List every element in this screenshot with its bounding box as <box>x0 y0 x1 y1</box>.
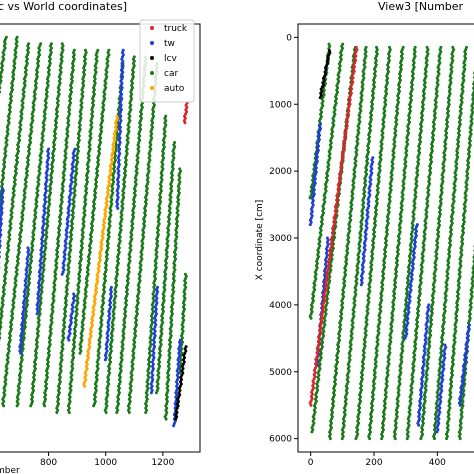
right-car-point <box>425 45 429 49</box>
right-car-point <box>439 45 443 49</box>
right-car-point <box>327 42 331 46</box>
left-car-point <box>4 35 8 39</box>
left-x-axis: 800 1000 1200 <box>40 452 175 468</box>
left-car-point <box>183 272 187 276</box>
left-car-point <box>164 114 168 118</box>
right-plot-marks <box>308 42 474 441</box>
left-car-point <box>0 321 3 324</box>
legend-label-car: car <box>164 69 178 79</box>
legend-marker-lcv <box>150 56 154 60</box>
left-truck-trajectory <box>182 101 189 125</box>
left-car-point <box>0 90 2 94</box>
left-tw-point <box>47 147 51 151</box>
left-tw-point <box>72 292 76 296</box>
left-plot-frame <box>0 23 201 453</box>
left-car-point <box>107 48 111 52</box>
left-tw-point <box>26 246 30 250</box>
legend-label-auto: auto <box>164 84 185 94</box>
left-tw-point <box>109 285 113 289</box>
left-x-tick-label: 1200 <box>151 458 174 468</box>
left-car-point <box>132 55 136 59</box>
left-car-point <box>178 167 182 171</box>
left-car-point <box>0 211 1 215</box>
legend-marker-car <box>150 71 154 75</box>
left-car-point <box>0 207 1 210</box>
right-chart-title: View3 [Number <box>378 0 464 13</box>
left-car-trajectory <box>66 48 100 414</box>
left-tw-point <box>0 239 2 243</box>
left-x-axis-label: mber <box>0 466 20 474</box>
left-car-trajectory <box>1 42 43 408</box>
left-car-point <box>49 42 53 46</box>
left-car-point <box>0 79 3 83</box>
left-car-trajectory <box>42 48 76 408</box>
left-car-point <box>39 42 43 46</box>
right-car-point <box>375 45 378 49</box>
legend-marker-truck <box>150 26 154 30</box>
left-legend: truck tw lcv car auto <box>139 19 195 103</box>
left-tw-point <box>0 244 2 248</box>
left-car-point <box>15 35 19 39</box>
right-car-point <box>388 45 391 49</box>
left-car-trajectory <box>0 35 19 223</box>
left-car-trajectory <box>0 35 8 95</box>
left-x-tick-label: 1000 <box>94 458 117 468</box>
right-car-point <box>401 45 405 49</box>
legend-marker-auto <box>150 86 154 90</box>
left-car-point <box>0 84 1 87</box>
left-tw-point <box>73 147 77 151</box>
left-auto-point <box>115 114 119 118</box>
left-car-trajectory <box>0 42 31 350</box>
left-car-point <box>72 48 76 52</box>
left-car-trajectory <box>144 114 168 414</box>
legend-label-lcv: lcv <box>164 54 177 64</box>
left-tw-point <box>121 48 125 52</box>
left-lcv-point <box>184 345 188 349</box>
left-car-trajectory <box>29 42 65 408</box>
right-panel: View3 [Number 0 200 400 010002000300040005… <box>255 0 474 468</box>
left-plot-marks <box>0 35 189 428</box>
left-tw-trajectory <box>35 147 51 316</box>
left-car-trajectory <box>55 48 88 414</box>
left-tw-point <box>1 187 4 191</box>
left-car-point <box>173 141 177 144</box>
left-car-point <box>0 330 1 333</box>
left-car-point <box>0 332 2 335</box>
left-car-trajectory <box>78 48 111 355</box>
right-car-point <box>413 45 417 49</box>
left-tw-point <box>0 250 1 254</box>
left-panel: c vs World coordinates] 800 1000 1200 mber… <box>0 0 201 474</box>
left-x-tick-label: 800 <box>40 458 57 468</box>
left-tw-point <box>178 338 182 342</box>
left-car-point <box>27 42 31 46</box>
left-tw-point <box>0 255 1 259</box>
legend-label-truck: truck <box>164 24 188 34</box>
left-car-trajectory <box>103 55 136 414</box>
left-car-point <box>83 48 87 52</box>
left-car-point <box>60 42 64 46</box>
legend-marker-tw <box>150 41 154 45</box>
left-car-point <box>96 48 100 52</box>
left-tw-point <box>156 285 159 289</box>
left-car-point <box>0 336 2 340</box>
left-car-point <box>0 325 3 329</box>
right-car-point <box>364 45 368 49</box>
right-car-point <box>341 42 345 46</box>
legend-label-tw: tw <box>164 39 175 49</box>
left-car-point <box>0 86 2 90</box>
left-car-trajectory <box>15 42 53 408</box>
right-car-point <box>451 45 455 49</box>
left-chart-title: c vs World coordinates] <box>0 0 127 13</box>
